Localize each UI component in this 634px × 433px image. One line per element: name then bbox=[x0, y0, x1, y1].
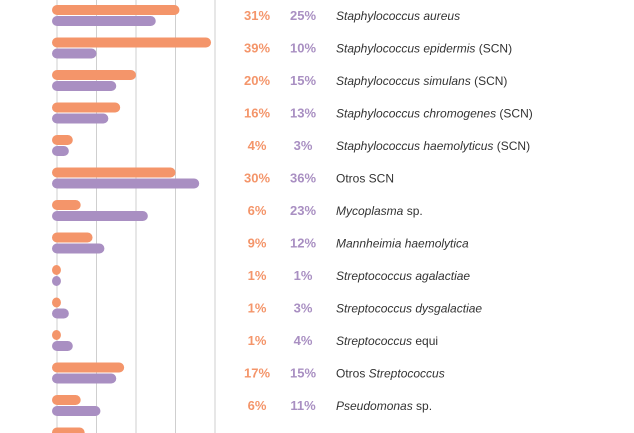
pct-a-1: 39% bbox=[244, 41, 270, 56]
pct-b-9: 3% bbox=[294, 301, 313, 316]
pct-a-4: 4% bbox=[248, 138, 267, 153]
bar-b-6 bbox=[52, 211, 148, 221]
category-label-9-part-0: Streptococcus dysgalactiae bbox=[336, 302, 482, 316]
pct-a-2: 20% bbox=[244, 73, 270, 88]
bar-a-2 bbox=[52, 70, 136, 80]
pct-b-11: 15% bbox=[290, 366, 316, 381]
category-label-1-part-1: (SCN) bbox=[475, 42, 512, 56]
category-label-12: Pseudomonas sp. bbox=[336, 399, 432, 413]
pct-b-3: 13% bbox=[290, 106, 316, 121]
category-label-5: Otros SCN bbox=[336, 172, 394, 186]
category-label-4: Staphylococcus haemolyticus (SCN) bbox=[336, 139, 530, 153]
category-label-6: Mycoplasma sp. bbox=[336, 204, 423, 218]
category-label-5-part-0: Otros SCN bbox=[336, 172, 394, 186]
pct-b-6: 23% bbox=[290, 203, 316, 218]
category-label-2-part-0: Staphylococcus simulans bbox=[336, 74, 471, 88]
pct-a-6: 6% bbox=[248, 203, 267, 218]
category-label-10-part-0: Streptococcus bbox=[336, 334, 412, 348]
bar-b-7 bbox=[52, 243, 105, 254]
bar-a-6 bbox=[52, 200, 81, 210]
category-label-13-part-0: Escherichia coli bbox=[336, 432, 420, 433]
category-label-12-part-0: Pseudomonas bbox=[336, 399, 413, 413]
pct-b-10: 4% bbox=[294, 333, 313, 348]
pct-b-2: 15% bbox=[290, 73, 316, 88]
pct-a-8: 1% bbox=[248, 268, 267, 283]
category-label-0: Staphylococcus aureus bbox=[336, 9, 460, 23]
bar-a-1 bbox=[52, 37, 212, 48]
bar-a-10 bbox=[52, 330, 61, 340]
pct-a-7: 9% bbox=[248, 236, 267, 251]
pct-a-9: 1% bbox=[248, 301, 267, 316]
pct-b-0: 25% bbox=[290, 8, 316, 23]
category-label-12-part-1: sp. bbox=[413, 399, 432, 413]
pct-a-12: 6% bbox=[248, 398, 267, 413]
bar-b-10 bbox=[52, 341, 73, 351]
category-label-2-part-1: (SCN) bbox=[471, 74, 508, 88]
category-label-11: Otros Streptococcus bbox=[336, 367, 445, 381]
pct-a-3: 16% bbox=[244, 106, 270, 121]
category-label-10: Streptococcus equi bbox=[336, 334, 438, 348]
pct-b-5: 36% bbox=[290, 171, 316, 186]
bar-b-12 bbox=[52, 406, 101, 416]
pct-a-0: 31% bbox=[244, 8, 270, 23]
category-label-1: Staphylococcus epidermis (SCN) bbox=[336, 42, 512, 56]
bar-a-9 bbox=[52, 297, 61, 308]
pct-a-10: 1% bbox=[248, 333, 267, 348]
category-label-0-part-0: Staphylococcus aureus bbox=[336, 9, 460, 23]
label-layer: 31% 25% Staphylococcus aureus 39% 10% Staphyl… bbox=[244, 8, 533, 433]
pct-a-11: 17% bbox=[244, 366, 270, 381]
bar-b-8 bbox=[52, 276, 61, 286]
category-label-3: Staphylococcus chromogenes (SCN) bbox=[336, 107, 533, 121]
bar-b-2 bbox=[52, 81, 117, 91]
bar-a-11 bbox=[52, 362, 125, 373]
pct-b-13: 8% bbox=[294, 431, 313, 433]
category-label-10-part-1: equi bbox=[412, 334, 438, 348]
pct-a-5: 30% bbox=[244, 171, 270, 186]
category-label-3-part-1: (SCN) bbox=[496, 107, 533, 121]
category-label-11-part-1: Streptococcus bbox=[369, 367, 445, 381]
category-label-9: Streptococcus dysgalactiae bbox=[336, 302, 482, 316]
bar-b-9 bbox=[52, 308, 69, 319]
bar-a-8 bbox=[52, 265, 61, 275]
category-label-7: Mannheimia haemolytica bbox=[336, 237, 469, 251]
bar-a-13 bbox=[52, 427, 85, 433]
category-label-8: Streptococcus agalactiae bbox=[336, 269, 470, 283]
category-label-3-part-0: Staphylococcus chromogenes bbox=[336, 107, 496, 121]
bar-b-4 bbox=[52, 146, 69, 156]
pct-a-13: 7% bbox=[248, 431, 267, 433]
pct-b-8: 1% bbox=[294, 268, 313, 283]
pct-b-12: 11% bbox=[290, 398, 316, 413]
category-label-6-part-1: sp. bbox=[403, 204, 422, 218]
bar-b-1 bbox=[52, 48, 97, 59]
pct-b-1: 10% bbox=[290, 41, 316, 56]
category-label-7-part-0: Mannheimia haemolytica bbox=[336, 237, 469, 251]
category-label-13: Escherichia coli bbox=[336, 432, 420, 433]
bar-a-5 bbox=[52, 167, 176, 178]
category-label-8-part-0: Streptococcus agalactiae bbox=[336, 269, 470, 283]
category-label-1-part-0: Staphylococcus epidermis bbox=[336, 42, 475, 56]
bar-b-11 bbox=[52, 373, 117, 384]
pct-b-7: 12% bbox=[290, 236, 316, 251]
bar-b-0 bbox=[52, 16, 156, 26]
category-label-6-part-0: Mycoplasma bbox=[336, 204, 404, 218]
bar-a-0 bbox=[52, 5, 180, 15]
category-label-2: Staphylococcus simulans (SCN) bbox=[336, 74, 507, 88]
bar-a-7 bbox=[52, 232, 93, 243]
bar-a-12 bbox=[52, 395, 81, 405]
category-label-4-part-1: (SCN) bbox=[493, 139, 530, 153]
bar-a-3 bbox=[52, 102, 121, 113]
category-label-4-part-0: Staphylococcus haemolyticus bbox=[336, 139, 493, 153]
bar-layer bbox=[52, 5, 212, 433]
bar-b-3 bbox=[52, 113, 109, 124]
pct-b-4: 3% bbox=[294, 138, 313, 153]
bar-b-5 bbox=[52, 178, 200, 189]
bar-a-4 bbox=[52, 135, 73, 145]
category-label-11-part-0: Otros bbox=[336, 367, 369, 381]
